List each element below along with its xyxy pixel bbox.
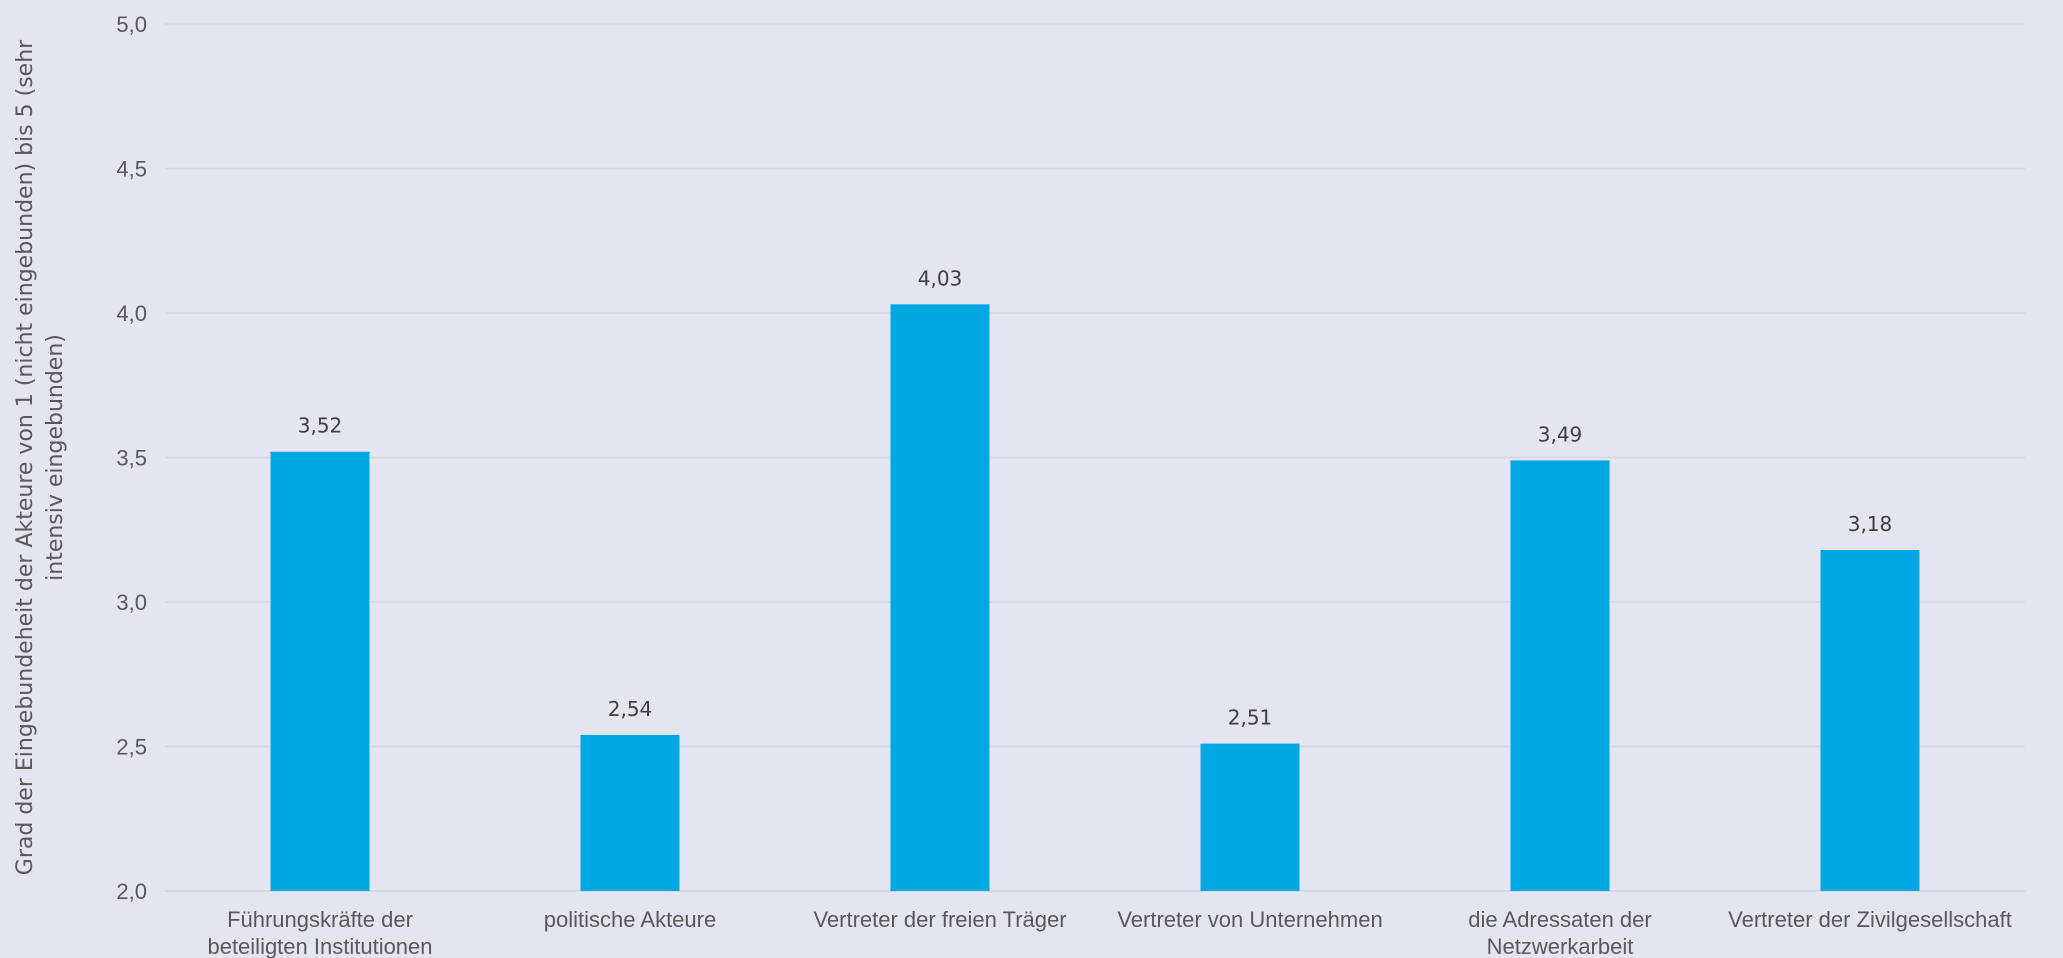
y-tick-label: 3,5 xyxy=(116,446,147,471)
bar xyxy=(580,734,680,891)
y-axis-title-line: Grad der Eingebundeheit der Akteure von … xyxy=(13,39,38,875)
data-label: 2,51 xyxy=(1228,706,1273,730)
category-label: beteiligten Institutionen xyxy=(207,934,432,958)
bar xyxy=(1200,743,1300,891)
data-label: 4,03 xyxy=(918,266,963,290)
y-tick-label: 4,0 xyxy=(116,301,147,326)
category-label: Vertreter von Unternehmen xyxy=(1117,907,1382,932)
y-axis-ticks: 2,0 2,5 3,0 3,5 4,0 4,5 5,0 xyxy=(116,12,147,904)
bar xyxy=(1510,460,1610,891)
bar xyxy=(270,451,370,891)
gridlines xyxy=(165,23,2025,892)
data-label: 2,54 xyxy=(608,697,653,721)
bar xyxy=(1820,549,1920,891)
y-tick-label: 5,0 xyxy=(116,12,147,37)
category-label: Vertreter der freien Träger xyxy=(813,907,1066,932)
data-label: 3,49 xyxy=(1538,422,1583,446)
y-tick-label: 4,5 xyxy=(116,157,147,182)
data-label: 3,18 xyxy=(1848,512,1893,536)
category-label: politische Akteure xyxy=(544,907,716,932)
bars xyxy=(270,304,1920,892)
y-tick-label: 2,5 xyxy=(116,735,147,760)
y-tick-label: 2,0 xyxy=(116,879,147,904)
y-axis-title-line: intensiv eingebunden) xyxy=(43,334,68,581)
category-label: Netzwerkarbeit xyxy=(1487,934,1634,958)
category-label: Vertreter der Zivilgesellschaft xyxy=(1728,907,2012,932)
data-label: 3,52 xyxy=(298,414,343,438)
data-labels: 3,52 2,54 4,03 2,51 3,49 3,18 xyxy=(298,266,1893,729)
category-label: Führungskräfte der xyxy=(227,907,413,932)
bar xyxy=(890,304,990,892)
category-label: die Adressaten der xyxy=(1468,907,1651,932)
y-tick-label: 3,0 xyxy=(116,590,147,615)
y-axis-title: Grad der Eingebundeheit der Akteure von … xyxy=(13,39,68,875)
